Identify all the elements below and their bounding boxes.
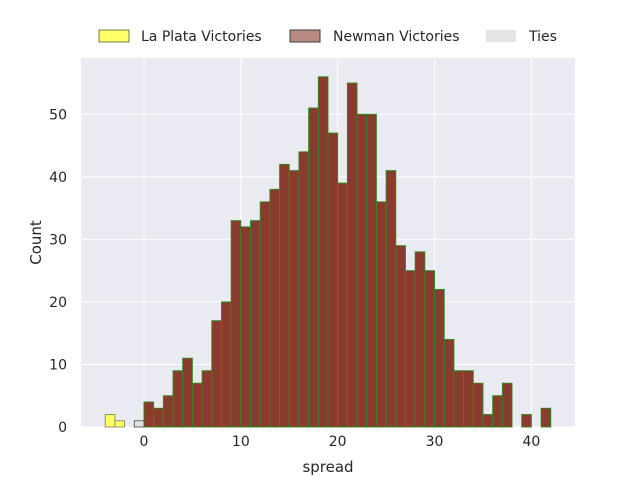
legend-label: Ties xyxy=(528,29,557,45)
histogram-bar xyxy=(375,201,387,428)
histogram-bar xyxy=(317,76,329,428)
y-tick-label: 30 xyxy=(49,232,67,248)
histogram-bar xyxy=(356,113,368,428)
histogram-bar xyxy=(453,370,465,428)
histogram-bar xyxy=(259,201,271,428)
legend-label: Newman Victories xyxy=(333,29,460,45)
legend-swatch xyxy=(486,30,516,42)
x-tick-label: 30 xyxy=(426,434,444,450)
bars xyxy=(104,76,552,428)
histogram-bar xyxy=(230,220,242,428)
histogram-bar xyxy=(172,370,184,428)
histogram-bar xyxy=(501,382,513,428)
histogram-bar xyxy=(308,107,319,428)
y-axis-label: Count xyxy=(27,220,45,265)
histogram-bar xyxy=(443,338,455,428)
histogram-bar xyxy=(114,420,126,428)
histogram-bar xyxy=(191,382,203,428)
y-axis-ticks: 0 10 20 30 40 50 xyxy=(49,107,67,436)
histogram-bar xyxy=(269,188,281,428)
histogram-bar xyxy=(395,245,406,428)
histogram-bar xyxy=(162,395,174,428)
legend: La Plata Victories Newman Victories Ties xyxy=(98,29,557,45)
histogram-bar xyxy=(298,151,310,428)
histogram-bar xyxy=(366,113,377,428)
histogram-bar xyxy=(201,370,213,428)
x-tick-label: 0 xyxy=(139,434,148,450)
histogram-bar xyxy=(182,357,193,428)
x-axis-label: spread xyxy=(302,458,353,476)
y-tick-label: 50 xyxy=(49,107,67,123)
histogram-bar xyxy=(385,170,397,428)
legend-label: La Plata Victories xyxy=(141,29,262,45)
histogram-bar xyxy=(521,414,532,428)
histogram-bar xyxy=(424,270,435,428)
histogram-bar xyxy=(250,220,261,428)
y-tick-label: 10 xyxy=(49,357,67,373)
histogram-bar xyxy=(492,395,503,428)
histogram-bar xyxy=(240,226,251,428)
histogram-bar xyxy=(153,407,164,428)
histogram-bar xyxy=(414,251,426,428)
legend-swatch xyxy=(98,29,130,43)
histogram-bar xyxy=(482,414,494,428)
legend-swatch xyxy=(289,29,321,43)
x-tick-label: 10 xyxy=(232,434,250,450)
x-tick-label: 40 xyxy=(522,434,540,450)
histogram-bar xyxy=(434,288,445,428)
histogram-bar xyxy=(221,301,232,428)
x-axis-ticks: 0 10 20 30 40 xyxy=(139,434,540,450)
histogram-bar xyxy=(463,370,474,428)
histogram-bar xyxy=(279,163,290,428)
histogram-bar xyxy=(104,414,116,428)
histogram-bar xyxy=(540,407,552,428)
y-tick-label: 40 xyxy=(49,170,67,186)
histogram-bar xyxy=(327,132,339,428)
x-tick-label: 20 xyxy=(329,434,347,450)
histogram-bar xyxy=(405,270,416,428)
histogram-bar xyxy=(211,320,222,428)
y-tick-label: 0 xyxy=(58,420,67,436)
histogram-bar xyxy=(337,182,348,428)
histogram-bar xyxy=(143,401,155,428)
y-tick-label: 20 xyxy=(49,295,67,311)
histogram-bar xyxy=(346,82,358,428)
histogram-bar xyxy=(288,170,300,428)
histogram-bar xyxy=(472,382,484,428)
histogram-bar xyxy=(133,420,145,428)
